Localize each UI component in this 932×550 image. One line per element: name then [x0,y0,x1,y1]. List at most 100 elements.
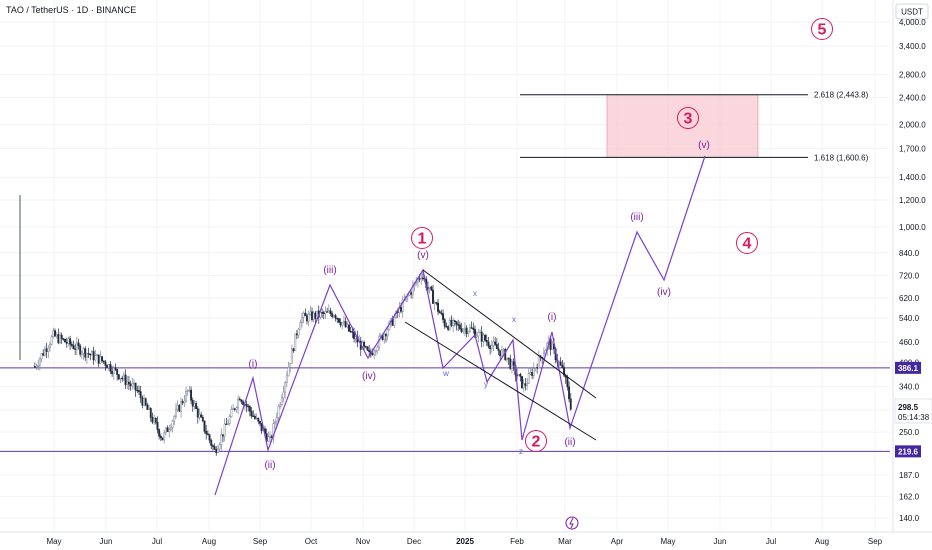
candle [269,436,271,438]
candle [351,331,354,333]
candle [311,311,313,320]
candle [450,319,453,326]
candle [432,289,434,304]
candle [252,415,255,417]
candle [274,421,277,424]
candle [200,414,203,418]
candle [463,327,466,330]
candle [445,326,448,328]
candle [104,361,107,366]
candle [326,311,329,313]
candle [537,355,540,369]
candle [534,367,537,369]
candle [131,383,134,387]
candle [452,320,455,326]
candle [331,313,334,318]
wave-label-minor: (i) [548,312,557,323]
x-tick-label: Mar [558,537,572,546]
y-tick-label: 460.0 [899,338,920,347]
candle [161,437,164,441]
x-tick-label: Jun [100,537,113,546]
candle [284,382,287,393]
countdown-label: 05:14:38 [898,413,930,422]
wave-circle-1 [411,227,433,249]
candle [339,321,342,326]
y-tick-label: 340.0 [899,383,920,392]
x-tick-label: Jun [714,537,727,546]
candle [136,389,139,392]
candle [180,401,182,412]
x-tick-label: Aug [202,537,216,546]
wave-circle-5 [811,18,833,40]
candle [334,315,337,319]
candle [297,329,300,336]
wave-circle-4 [736,232,758,254]
candle [260,423,263,432]
candle [495,344,498,350]
y-tick-label: 2,800.0 [899,71,926,80]
candle [428,286,431,289]
candle [67,338,70,344]
candle [225,423,228,426]
candle [272,423,275,438]
candle [465,327,468,334]
candle [322,312,325,315]
currency-button[interactable] [895,3,929,20]
candle [433,302,436,304]
candle [255,417,258,420]
candle [542,353,545,359]
candle [37,364,40,367]
candle [418,278,421,280]
candle [238,398,241,401]
candle [371,353,374,356]
candle [124,374,127,385]
candle [314,312,317,319]
candle [563,367,565,376]
candle [50,336,53,345]
candle [248,406,251,412]
candle [569,398,572,410]
candle [205,430,208,435]
candle [148,408,151,410]
candle [185,391,187,402]
x-tick-label: Dec [407,537,421,546]
candle [79,345,82,355]
candle [438,311,441,314]
candle [307,313,310,322]
candle [485,340,488,343]
candle [368,349,371,353]
candle [33,366,36,368]
price-axis[interactable] [893,0,932,550]
wave-label-major: 4 [743,236,752,253]
fib-label: 1.618 (1,600.6) [814,153,869,162]
candle [517,374,520,377]
candle [35,365,38,368]
wave-label-minor: (iv) [657,287,671,298]
wave-label-minor: (i) [249,359,258,370]
candle [427,287,429,289]
x-tick-label: Jul [152,537,162,546]
candle [65,341,68,344]
y-tick-label: 1,000.0 [899,223,926,232]
candle [143,398,145,406]
candle [364,346,367,348]
candle [206,433,209,436]
wave-label-major: 3 [684,111,693,128]
candle [559,361,562,366]
candle [138,390,140,392]
candle [213,446,216,450]
candle [327,310,330,313]
x-tick-label: 2025 [456,537,474,546]
candle [477,332,480,337]
candle [366,346,369,351]
y-tick-label: 2,000.0 [899,120,926,129]
level-tag [895,361,921,374]
y-tick-label: 1,400.0 [899,173,926,182]
candle [59,334,61,343]
event-icon[interactable] [565,516,579,530]
candle [393,317,396,326]
x-tick-label: Apr [611,537,624,546]
candle [551,343,554,350]
